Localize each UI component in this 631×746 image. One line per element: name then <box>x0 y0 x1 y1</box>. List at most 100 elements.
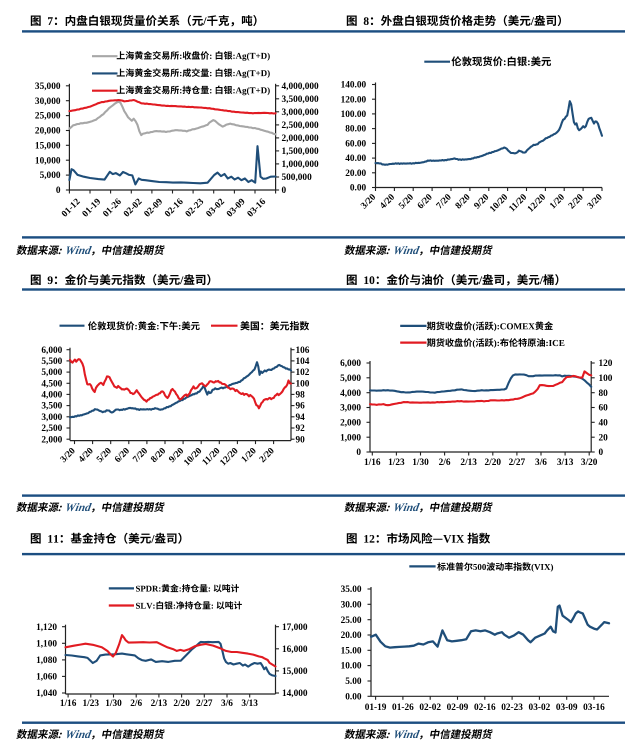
svg-text:0.00: 0.00 <box>350 184 367 194</box>
svg-text:40: 40 <box>599 418 609 428</box>
svg-text:1,100: 1,100 <box>36 639 57 649</box>
svg-text:6,000: 6,000 <box>41 346 62 356</box>
svg-text:35,000: 35,000 <box>35 82 61 92</box>
svg-text:60: 60 <box>599 404 609 414</box>
svg-text:2/6: 2/6 <box>130 699 142 709</box>
svg-text:60.00: 60.00 <box>345 140 366 150</box>
svg-text:2,500: 2,500 <box>41 424 62 434</box>
svg-text:2/20: 2/20 <box>173 699 190 709</box>
svg-text:1,000,000: 1,000,000 <box>282 160 320 170</box>
svg-text:102: 102 <box>296 368 310 378</box>
svg-text:100.00: 100.00 <box>341 110 367 120</box>
svg-text:80.00: 80.00 <box>345 125 366 135</box>
svg-text:80: 80 <box>599 389 609 399</box>
svg-text:2/13: 2/13 <box>151 699 168 709</box>
svg-text:1,000: 1,000 <box>340 433 361 443</box>
svg-text:500,000: 500,000 <box>282 173 313 183</box>
svg-text:01-19: 01-19 <box>365 703 387 713</box>
svg-text:01-26: 01-26 <box>392 703 414 713</box>
svg-text:15.00: 15.00 <box>341 646 362 656</box>
svg-text:5,000: 5,000 <box>41 368 62 378</box>
svg-text:96: 96 <box>296 402 306 412</box>
svg-text:1/16: 1/16 <box>364 458 381 468</box>
svg-text:40.00: 40.00 <box>345 154 366 164</box>
svg-text:3,000: 3,000 <box>340 404 361 414</box>
svg-text:02-23: 02-23 <box>501 703 523 713</box>
svg-text:1,080: 1,080 <box>36 656 57 666</box>
svg-text:17,000: 17,000 <box>282 623 308 633</box>
svg-text:0: 0 <box>282 186 287 196</box>
svg-text:120.00: 120.00 <box>341 95 367 105</box>
svg-text:98: 98 <box>296 391 306 401</box>
svg-text:4,000: 4,000 <box>340 389 361 399</box>
svg-text:2,000: 2,000 <box>340 418 361 428</box>
svg-text:30.00: 30.00 <box>341 600 362 610</box>
svg-text:2,000: 2,000 <box>41 435 62 445</box>
svg-text:3,000,000: 3,000,000 <box>282 108 320 118</box>
svg-text:03-09: 03-09 <box>556 703 578 713</box>
svg-text:1/30: 1/30 <box>412 458 429 468</box>
svg-text:3/20: 3/20 <box>581 458 598 468</box>
svg-text:0: 0 <box>599 448 604 458</box>
svg-text:90: 90 <box>296 435 306 445</box>
svg-text:1,040: 1,040 <box>36 689 57 699</box>
svg-text:5,500: 5,500 <box>41 357 62 367</box>
svg-text:20: 20 <box>599 433 609 443</box>
svg-text:2/13: 2/13 <box>460 458 477 468</box>
svg-text:03-02: 03-02 <box>529 703 551 713</box>
svg-text:1/16: 1/16 <box>60 699 77 709</box>
svg-text:3/6: 3/6 <box>221 699 233 709</box>
svg-text:140.00: 140.00 <box>341 81 367 91</box>
svg-text:15,000: 15,000 <box>35 141 61 151</box>
svg-text:4,000: 4,000 <box>41 391 62 401</box>
svg-text:1,500,000: 1,500,000 <box>282 147 320 157</box>
svg-text:02-09: 02-09 <box>447 703 469 713</box>
svg-text:2/20: 2/20 <box>485 458 502 468</box>
svg-text:2/6: 2/6 <box>439 458 451 468</box>
svg-text:0: 0 <box>356 448 361 458</box>
svg-text:3/6: 3/6 <box>535 458 547 468</box>
svg-text:120: 120 <box>599 359 613 369</box>
svg-text:1/23: 1/23 <box>83 699 100 709</box>
svg-text:02-16: 02-16 <box>474 703 496 713</box>
svg-text:5.00: 5.00 <box>345 677 362 687</box>
svg-text:25.00: 25.00 <box>341 616 362 626</box>
svg-text:2,000,000: 2,000,000 <box>282 134 320 144</box>
svg-text:25,000: 25,000 <box>35 112 61 122</box>
svg-text:20.00: 20.00 <box>341 631 362 641</box>
svg-text:3/13: 3/13 <box>241 699 258 709</box>
svg-text:4,000,000: 4,000,000 <box>282 82 320 92</box>
svg-text:1/30: 1/30 <box>105 699 122 709</box>
svg-text:100: 100 <box>599 374 613 384</box>
svg-text:106: 106 <box>296 346 310 356</box>
svg-text:30,000: 30,000 <box>35 97 61 107</box>
svg-text:20.00: 20.00 <box>345 169 366 179</box>
svg-text:10.00: 10.00 <box>341 662 362 672</box>
svg-text:1/23: 1/23 <box>388 458 405 468</box>
svg-text:104: 104 <box>296 357 310 367</box>
svg-text:10,000: 10,000 <box>35 156 61 166</box>
svg-text:2/27: 2/27 <box>196 699 213 709</box>
svg-text:0: 0 <box>56 186 61 196</box>
svg-text:2,500,000: 2,500,000 <box>282 121 320 131</box>
svg-text:03-16: 03-16 <box>583 703 605 713</box>
svg-text:5,000: 5,000 <box>40 171 61 181</box>
svg-text:02-02: 02-02 <box>419 703 441 713</box>
svg-text:2/27: 2/27 <box>509 458 526 468</box>
svg-text:3/13: 3/13 <box>557 458 574 468</box>
svg-text:3,000: 3,000 <box>41 413 62 423</box>
svg-text:20,000: 20,000 <box>35 127 61 137</box>
svg-text:100: 100 <box>296 379 310 389</box>
svg-text:4,500: 4,500 <box>41 379 62 389</box>
svg-text:92: 92 <box>296 424 306 434</box>
svg-text:15,000: 15,000 <box>282 667 308 677</box>
svg-text:94: 94 <box>296 413 306 423</box>
svg-text:1,120: 1,120 <box>36 623 57 633</box>
svg-text:35.00: 35.00 <box>341 585 362 595</box>
svg-text:1,060: 1,060 <box>36 673 57 683</box>
svg-text:3,500,000: 3,500,000 <box>282 95 320 105</box>
svg-text:3,500: 3,500 <box>41 402 62 412</box>
svg-text:6,000: 6,000 <box>340 359 361 369</box>
svg-text:16,000: 16,000 <box>282 645 308 655</box>
svg-text:0.00: 0.00 <box>345 692 362 702</box>
